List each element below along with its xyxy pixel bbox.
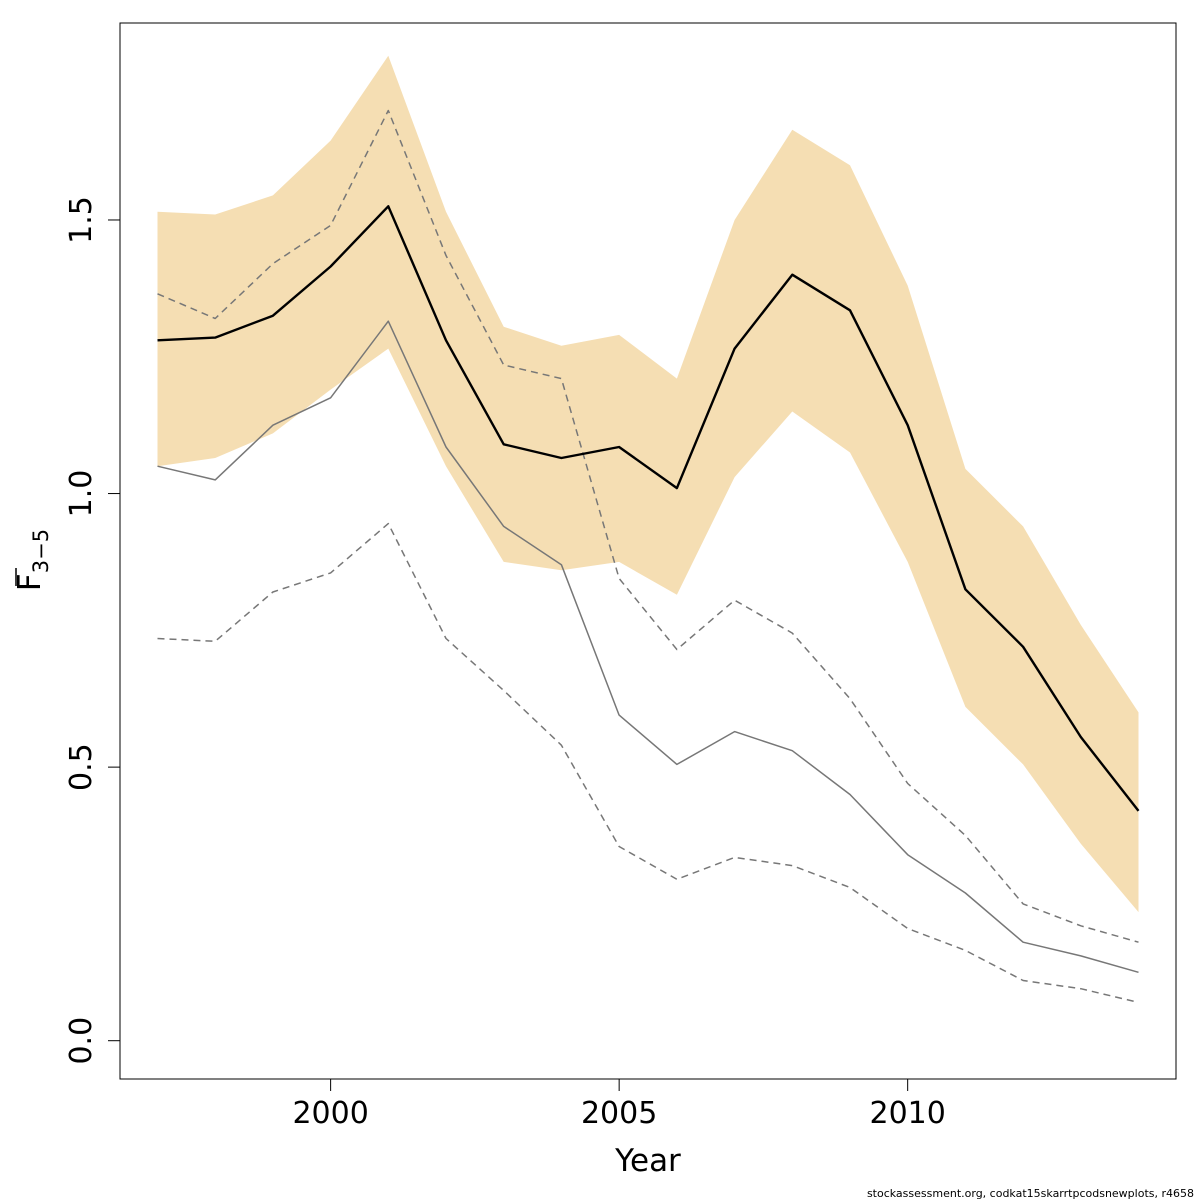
x-tick-label-2000: 2000 <box>292 1096 368 1131</box>
axis-layer: 2000 2005 2010 0.0 0.5 1.0 1.5 <box>64 196 946 1131</box>
x-tick-label-2005: 2005 <box>581 1096 657 1131</box>
series-line-previous-estimate <box>157 320 1139 974</box>
y-axis-title: F3−5 <box>12 529 53 591</box>
svg-text:F3−5: F3−5 <box>12 529 53 591</box>
x-tick-label-2010: 2010 <box>869 1096 945 1131</box>
footer-note: stockassessment.org, codkat15skarrtpcods… <box>867 1187 1194 1200</box>
x-axis-title: Year <box>614 1143 681 1179</box>
y-tick-label-0.5: 0.5 <box>64 743 99 791</box>
plot-layer <box>157 55 1140 1004</box>
y-axis-title-main: F <box>12 573 48 591</box>
series-line-previous-lower-bound <box>157 522 1139 1004</box>
confidence-band <box>157 55 1139 913</box>
y-tick-label-1.0: 1.0 <box>64 470 99 518</box>
y-axis-title-subscript: 3−5 <box>29 529 53 573</box>
y-tick-label-1.5: 1.5 <box>64 196 99 244</box>
y-tick-label-0.0: 0.0 <box>64 1017 99 1065</box>
series-line-estimate <box>157 205 1140 812</box>
